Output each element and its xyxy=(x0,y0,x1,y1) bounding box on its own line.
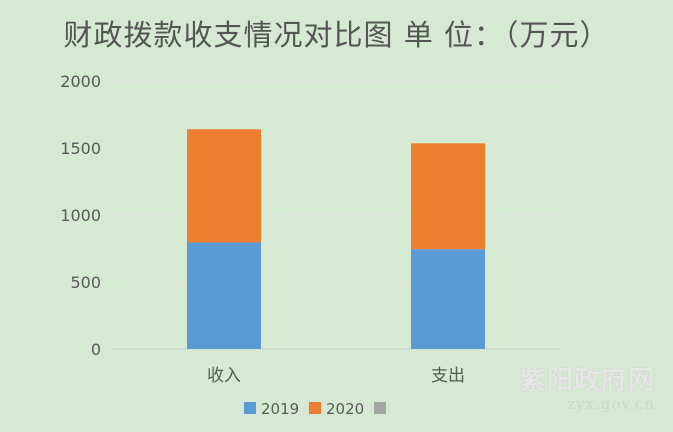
bar-2019-1 xyxy=(411,249,485,349)
watermark: 紫阳政府网 zyx.gov.cn xyxy=(520,360,655,413)
bar-2020-1 xyxy=(411,143,485,250)
y-tick-label: 500 xyxy=(70,273,101,292)
legend-label: 2020 xyxy=(326,400,364,418)
watermark-name: 紫阳政府网 xyxy=(519,366,655,396)
y-tick-label: 1000 xyxy=(60,206,101,225)
legend-swatch xyxy=(309,402,321,414)
legend-swatch xyxy=(244,402,256,414)
x-tick-label: 支出 xyxy=(431,366,465,386)
y-tick-label: 0 xyxy=(91,340,101,359)
y-tick-label: 2000 xyxy=(60,72,101,91)
y-tick-label: 1500 xyxy=(60,139,101,158)
chart-title: 财政拨款收支情况对比图 单 位：（万元） xyxy=(63,18,610,52)
x-tick-label: 收入 xyxy=(207,366,241,386)
legend-label: 2019 xyxy=(261,400,299,418)
bar-2019-0 xyxy=(187,242,261,349)
watermark-url: zyx.gov.cn xyxy=(567,395,655,413)
legend-swatch xyxy=(374,402,386,414)
bar-2020-0 xyxy=(187,129,261,243)
